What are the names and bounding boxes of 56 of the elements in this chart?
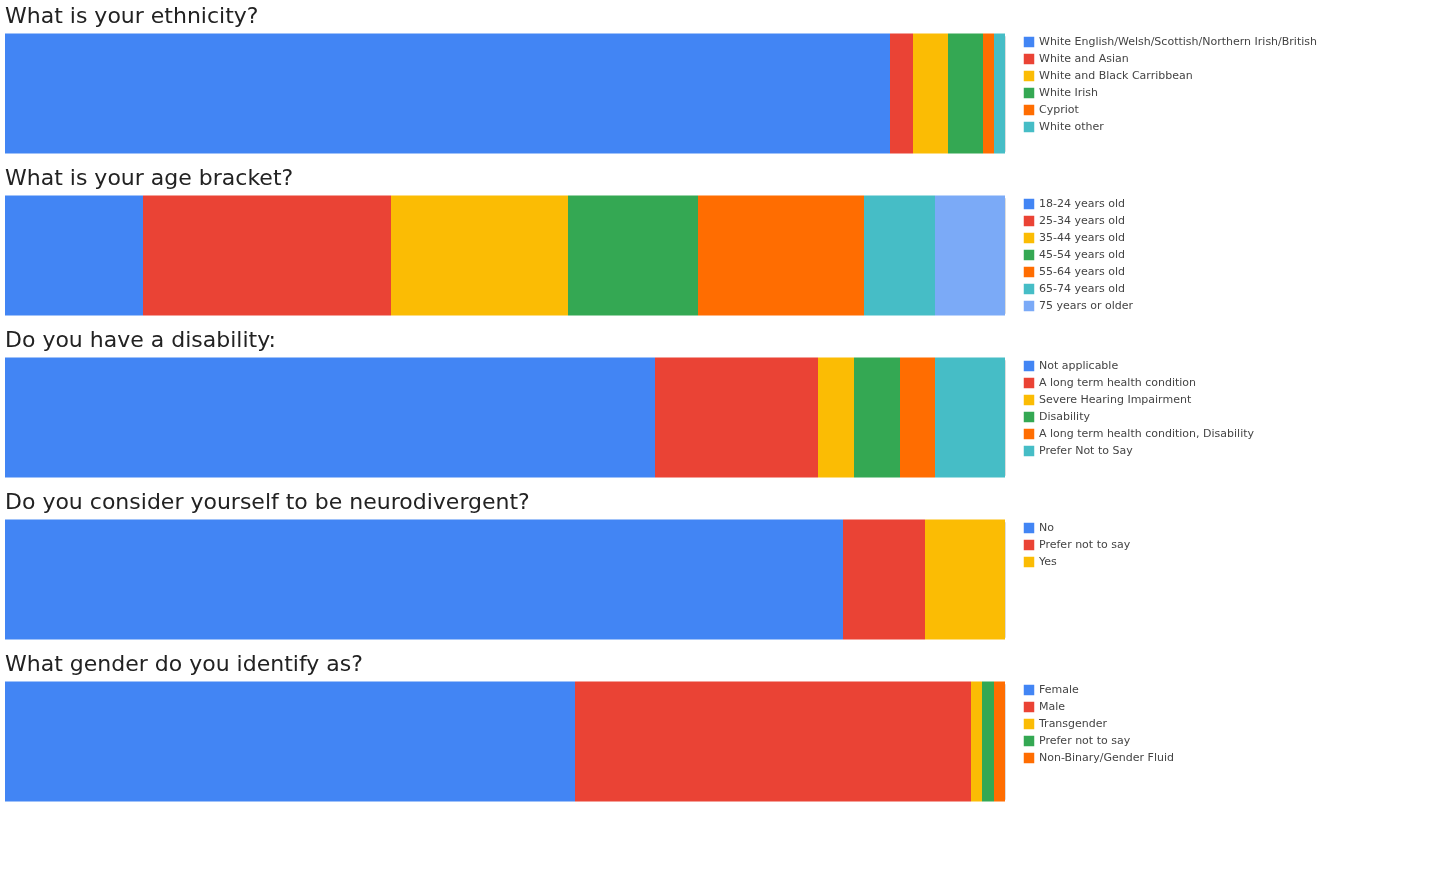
bar [818,357,854,478]
legend-label: Prefer not to say [1039,734,1131,747]
text: Female [1039,683,1080,696]
legend-label: White and Black Carribbean [1039,69,1193,82]
legend-label: White and Asian [1039,52,1129,65]
legend-label: Yes [1038,555,1058,568]
bar [900,357,935,478]
chart-title: Do you have a disability: [5,326,277,352]
bar [391,195,568,316]
legend-label: White other [1039,120,1105,133]
text: Male [1039,700,1066,713]
bar [864,195,935,316]
bar [5,195,143,316]
bar [971,681,982,802]
bar [935,357,1005,478]
text: 18-24 years old [1039,197,1125,210]
text: 55-64 years old [1039,265,1125,278]
bar [948,33,983,154]
text: Disability [1039,410,1091,423]
chart-title: What gender do you identify as? [5,650,363,676]
chart-title: What is your ethnicity? [5,2,259,28]
bar [568,195,698,316]
bar [854,357,900,478]
legend-label: Prefer not to say [1039,538,1131,551]
text: Not applicable [1039,359,1119,372]
bar [5,681,575,802]
chart-title: What is your age bracket? [5,164,294,190]
legend-label: White English/Welsh/Scottish/Northern Irish/British [1039,35,1318,48]
bar [5,33,890,154]
text: Severe Hearing Impairment [1039,393,1192,406]
legend-label: 75 years or older [1039,299,1134,312]
bar [994,33,1005,154]
legend-label: Transgender [1038,717,1108,730]
legend-label: 65-74 years old [1039,282,1125,295]
bar [983,33,994,154]
text: A long term health condition [1039,376,1197,389]
text: 35-44 years old [1039,231,1125,244]
legend-label: No [1039,521,1055,534]
bar [890,33,913,154]
legend-label: Cypriot [1039,103,1080,116]
bar [935,195,1005,316]
chart-title: Do you consider yourself to be neurodivergent? [5,488,530,514]
text: 45-54 years old [1039,248,1125,261]
legend-label: White Irish [1039,86,1099,99]
bar [994,681,1005,802]
text: A long term health condition, Disability [1039,427,1255,440]
bar [575,681,971,802]
bar [655,357,818,478]
legend-label: Non-Binary/Gender Fluid [1039,751,1174,764]
bar [143,195,391,316]
bar [982,681,994,802]
text: Prefer Not to Say [1039,444,1134,457]
bar [698,195,864,316]
bar [913,33,948,154]
text: 25-34 years old [1039,214,1125,227]
bar [5,357,655,478]
